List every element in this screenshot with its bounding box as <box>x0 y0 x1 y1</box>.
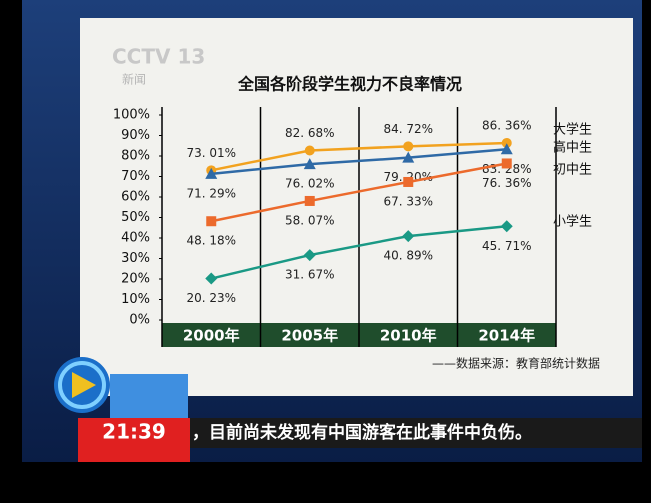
legend-label: 高中生 <box>553 140 592 156</box>
y-tick-label: 100% <box>113 108 150 123</box>
marker <box>500 143 513 155</box>
value-label: 76. 36% <box>482 176 532 190</box>
series-line <box>211 148 507 176</box>
legend-label: 初中生 <box>553 163 592 178</box>
series-line <box>210 225 507 280</box>
marker <box>304 145 315 156</box>
x-tick-label: 2010年 <box>380 327 437 345</box>
y-tick-label: 30% <box>121 251 150 266</box>
marker <box>403 141 414 152</box>
value-label: 86. 36% <box>482 118 532 132</box>
legend-label: 小学生 <box>553 214 592 230</box>
marker <box>303 249 316 262</box>
chart-title: 全国各阶段学生视力不良率情况 <box>237 75 462 94</box>
news-logo-ring <box>58 361 106 409</box>
marker <box>402 230 415 243</box>
marker <box>500 220 513 233</box>
x-tick-label: 2005年 <box>281 327 338 345</box>
ticker-bar <box>190 418 642 448</box>
value-label: 58. 07% <box>285 213 335 227</box>
logo-sub: 新闻 <box>122 72 146 87</box>
value-label: 48. 18% <box>186 234 236 248</box>
marker <box>205 167 218 179</box>
value-label: 71. 29% <box>186 186 236 200</box>
value-label: 73. 01% <box>186 146 236 160</box>
value-label: 67. 33% <box>383 194 433 208</box>
y-tick-label: 0% <box>129 313 150 328</box>
x-tick-label: 2014年 <box>478 327 535 345</box>
y-tick-label: 40% <box>121 231 150 246</box>
value-label: 82. 68% <box>285 126 335 140</box>
logo: CCTV 13 <box>112 45 205 69</box>
y-tick-label: 50% <box>121 210 150 225</box>
y-tick-label: 20% <box>121 272 150 287</box>
value-label: 20. 23% <box>186 291 236 305</box>
marker <box>303 158 316 170</box>
marker <box>205 272 218 285</box>
news-logo-play <box>72 372 96 398</box>
marker <box>304 195 315 206</box>
value-label: 45. 71% <box>482 239 532 253</box>
source-note: ——数据来源：教育部统计数据 <box>432 356 600 371</box>
marker <box>501 158 512 169</box>
marker <box>402 151 415 163</box>
marker <box>501 137 512 148</box>
marker <box>403 176 414 187</box>
series-line <box>210 162 507 223</box>
value-label: 40. 89% <box>383 249 433 263</box>
value-label: 31. 67% <box>285 268 335 282</box>
x-tick-label: 2000年 <box>183 327 240 345</box>
y-tick-label: 10% <box>121 292 150 307</box>
series-line <box>211 141 507 172</box>
ticker-text: ，目前尚未发现有中国游客在此事件中负伤。 <box>192 422 532 443</box>
y-tick-label: 80% <box>121 149 150 164</box>
legend-label: 大学生 <box>553 122 592 138</box>
value-label: 84. 72% <box>383 122 433 136</box>
time: 21:39 <box>102 420 166 444</box>
time-box <box>78 418 190 462</box>
globe-box <box>110 374 188 418</box>
y-tick-label: 90% <box>121 128 150 143</box>
y-tick-label: 70% <box>121 169 150 184</box>
marker <box>206 216 217 227</box>
y-tick-label: 60% <box>121 190 150 205</box>
value-label: 76. 02% <box>285 177 335 191</box>
